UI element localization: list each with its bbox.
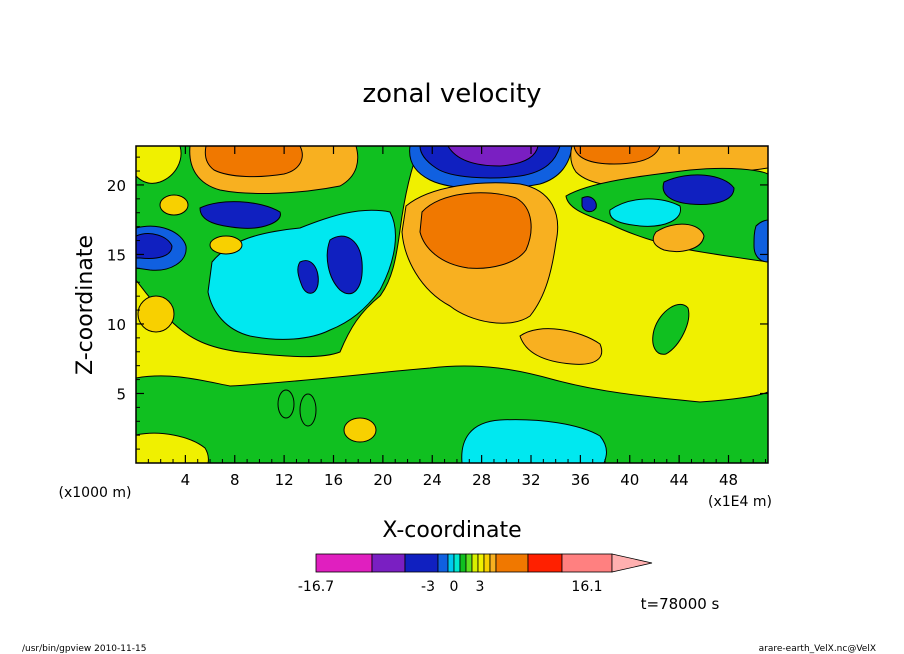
contour-region bbox=[419, 192, 532, 269]
contour-field bbox=[136, 146, 768, 463]
contour-region bbox=[343, 417, 377, 443]
y-tick-label: 20 bbox=[107, 177, 126, 195]
colorbar-swatch bbox=[315, 553, 373, 573]
x-tick-label: 40 bbox=[620, 471, 639, 489]
contour-region bbox=[461, 419, 607, 463]
contour-region bbox=[753, 219, 768, 263]
contour-region bbox=[662, 174, 735, 205]
chart-title: zonal velocity bbox=[362, 79, 541, 109]
contour-region bbox=[447, 146, 539, 167]
colorbar-mid-label: -3 bbox=[421, 579, 435, 595]
colorbar-swatch bbox=[527, 553, 563, 573]
x-axis: 4 8 12 16 20 24 28 32 36 40 44 48 bbox=[147, 146, 767, 489]
y-axis-title: Z-coordinate bbox=[73, 235, 98, 375]
contour-region bbox=[137, 295, 175, 333]
contour-region bbox=[573, 146, 661, 165]
colorbar-swatch bbox=[495, 553, 529, 573]
x-tick-label: 28 bbox=[472, 471, 491, 489]
colorbar-swatch bbox=[471, 553, 479, 573]
contour-region bbox=[277, 389, 295, 419]
contour-region bbox=[136, 365, 768, 463]
colorbar-swatch bbox=[371, 553, 406, 573]
contour-region bbox=[136, 146, 182, 184]
colorbar-extension-arrow bbox=[611, 553, 653, 573]
footer-left: /usr/bin/gpview 2010-11-15 bbox=[22, 644, 146, 654]
colorbar-swatch bbox=[404, 553, 439, 573]
y-tick-label: 5 bbox=[116, 385, 126, 403]
colorbar-swatch bbox=[465, 553, 473, 573]
colorbar-mid-label: 0 bbox=[450, 579, 459, 595]
x-tick-label: 24 bbox=[423, 471, 442, 489]
contour-region bbox=[209, 235, 243, 255]
contour-region bbox=[326, 235, 363, 295]
x-tick-label: 16 bbox=[324, 471, 343, 489]
y-tick-label: 15 bbox=[107, 246, 126, 264]
contour-region bbox=[609, 198, 681, 227]
x-scale-label: (x1E4 m) bbox=[708, 494, 772, 510]
colorbar-swatch bbox=[447, 553, 455, 573]
contour-region bbox=[204, 146, 303, 178]
x-tick-label: 20 bbox=[373, 471, 392, 489]
contour-region bbox=[652, 223, 705, 252]
colorbar-swatch bbox=[437, 553, 449, 573]
x-tick-label: 4 bbox=[181, 471, 191, 489]
footer-right: arare-earth_VelX.nc@VelX bbox=[759, 644, 876, 654]
contour-region bbox=[519, 328, 603, 365]
colorbar-max-label: 16.1 bbox=[571, 579, 602, 595]
contour-region bbox=[299, 393, 317, 427]
colorbar-min-label: -16.7 bbox=[298, 579, 334, 595]
colorbar bbox=[315, 553, 653, 573]
contour-region bbox=[581, 196, 597, 213]
colorbar-swatch bbox=[561, 553, 613, 573]
colorbar-swatch bbox=[483, 553, 491, 573]
colorbar-swatch bbox=[489, 553, 497, 573]
x-tick-label: 32 bbox=[521, 471, 540, 489]
x-tick-label: 12 bbox=[275, 471, 294, 489]
colorbar-swatch bbox=[459, 553, 467, 573]
x-axis-title: X-coordinate bbox=[382, 518, 521, 543]
x-tick-label: 36 bbox=[571, 471, 590, 489]
x-unit-label: (x1000 m) bbox=[59, 485, 132, 501]
contour-region bbox=[297, 260, 319, 294]
y-tick-label: 10 bbox=[107, 316, 126, 334]
y-axis: 5 10 15 20 bbox=[107, 156, 768, 450]
time-annotation: t=78000 s bbox=[641, 595, 720, 613]
contour-region bbox=[159, 194, 189, 216]
contour-region bbox=[136, 233, 173, 259]
contour-region bbox=[199, 201, 281, 229]
plot-frame bbox=[135, 145, 769, 464]
colorbar-swatch bbox=[453, 553, 461, 573]
x-tick-label: 44 bbox=[670, 471, 689, 489]
x-tick-label: 48 bbox=[719, 471, 738, 489]
colorbar-swatch bbox=[477, 553, 485, 573]
colorbar-mid-label: 3 bbox=[476, 579, 485, 595]
contour-region bbox=[652, 303, 690, 355]
x-tick-label: 8 bbox=[230, 471, 240, 489]
